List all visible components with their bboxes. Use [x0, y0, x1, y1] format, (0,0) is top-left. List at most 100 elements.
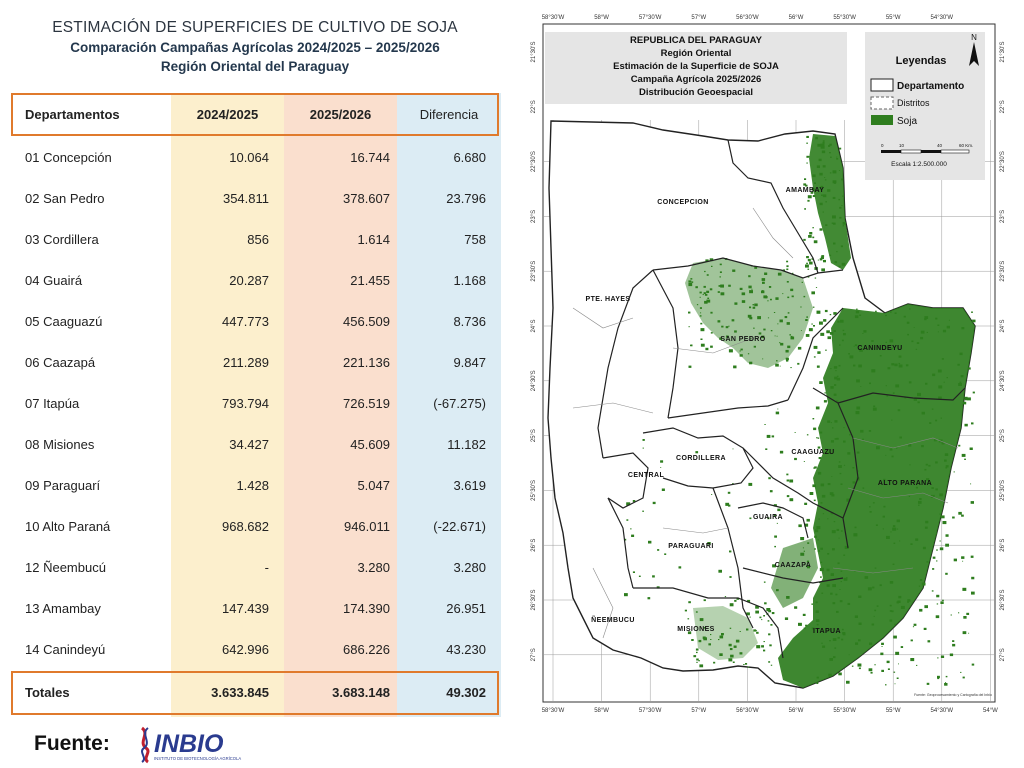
soy-speck [924, 316, 929, 319]
soy-speck [772, 564, 776, 568]
latitude-label-right: 23°30'S [1000, 261, 1006, 282]
soy-speck [874, 609, 877, 612]
soy-speck [732, 661, 735, 663]
longitude-label-bottom: 55°30'W [833, 708, 856, 714]
scale-segment [881, 150, 901, 153]
soy-speck [786, 359, 789, 362]
soy-speck [642, 439, 645, 441]
soy-speck [741, 300, 746, 303]
soy-speck [821, 194, 823, 196]
department-cell: 12 Ñeembucú [25, 560, 106, 575]
longitude-label-bottom: 54°W [983, 708, 998, 714]
soy-speck [840, 483, 843, 485]
soy-speck [937, 677, 940, 680]
soy-speck [886, 395, 889, 397]
department-cell: 14 Canindeyú [25, 642, 106, 657]
department-cell: 01 Concepción [25, 150, 112, 165]
soy-speck [730, 654, 734, 658]
soy-speck [820, 145, 825, 149]
soy-speck [822, 194, 827, 198]
soy-speck [832, 170, 837, 174]
soy-speck [700, 328, 705, 332]
soy-speck [725, 502, 730, 506]
soy-speck [695, 611, 698, 613]
soy-speck [949, 653, 954, 657]
soy-speck [786, 495, 790, 498]
soy-speck [922, 546, 926, 550]
soy-speck [802, 547, 804, 549]
soy-speck [935, 615, 940, 619]
latitude-label-left: 26°30'S [531, 590, 537, 611]
soy-speck [728, 284, 731, 287]
soy-speck [729, 576, 732, 578]
boundary-cordillera [642, 427, 754, 489]
soy-speck [842, 225, 845, 227]
soy-speck [881, 646, 883, 647]
header-department: Departamentos [25, 107, 120, 122]
department-label: CAAGUAZU [791, 449, 834, 456]
soy-speck [846, 498, 851, 502]
soy-speck [777, 408, 779, 410]
soy-speck [826, 330, 830, 334]
soy-speck [808, 328, 813, 332]
soy-speck [827, 518, 829, 520]
boundary-caaguazu-guaira [742, 447, 844, 519]
soy-speck [838, 364, 841, 367]
soy-speck [785, 357, 789, 361]
soy-speck [897, 409, 901, 412]
soy-speck [813, 325, 815, 327]
soy-speck [762, 281, 765, 284]
value-2024-cell: 642.996 [222, 642, 269, 657]
soy-speck [838, 465, 842, 468]
department-label: ITAPUA [813, 628, 841, 635]
soy-speck [749, 316, 753, 320]
soy-speck [786, 281, 789, 283]
soy-speck [937, 331, 939, 333]
soy-speck [840, 570, 843, 572]
soy-speck [917, 401, 920, 404]
soy-speck [797, 362, 800, 365]
soy-speck [809, 492, 814, 495]
soy-speck [876, 446, 880, 450]
soy-speck [820, 185, 824, 188]
soy-speck [937, 675, 940, 679]
soy-speck [754, 303, 758, 307]
soy-speck [779, 365, 781, 367]
soy-speck [868, 668, 873, 672]
soy-speck [946, 325, 950, 329]
soy-speck [813, 345, 818, 349]
soy-speck [812, 418, 815, 420]
soy-speck [735, 639, 740, 643]
soy-speck [972, 319, 976, 323]
soy-speck [748, 275, 751, 278]
table-row: 07 Itapúa 793.794 726.519 (-67.275) [11, 383, 501, 424]
value-2025-cell: 1.614 [357, 232, 390, 247]
soy-speck [647, 597, 651, 600]
soy-speck [940, 417, 942, 419]
soy-speck [882, 528, 884, 530]
soy-speck [711, 494, 713, 495]
value-2025-cell: 946.011 [343, 519, 390, 534]
soy-speck [830, 440, 834, 443]
soy-speck [958, 612, 960, 614]
soy-speck [827, 420, 831, 423]
legend-district-label: Distritos [897, 98, 930, 108]
soy-speck [687, 631, 692, 635]
boundary-guaira-caazapa [737, 502, 809, 539]
soy-speck [791, 295, 794, 298]
scale-tick: 0 [881, 143, 884, 148]
soy-speck [804, 523, 809, 527]
table-row: 06 Caazapá 211.289 221.136 9.847 [11, 342, 501, 383]
soy-speck [684, 609, 687, 612]
soy-speck [874, 664, 876, 666]
soy-speck [892, 525, 896, 528]
soy-speck [838, 170, 840, 171]
soy-speck [690, 344, 693, 347]
soy-speck [867, 587, 872, 591]
soy-speck [709, 288, 713, 291]
soy-speck [832, 548, 835, 551]
soy-speck [817, 143, 821, 147]
soy-speck [937, 324, 940, 326]
soy-speck [968, 367, 971, 370]
soy-speck [945, 465, 949, 468]
